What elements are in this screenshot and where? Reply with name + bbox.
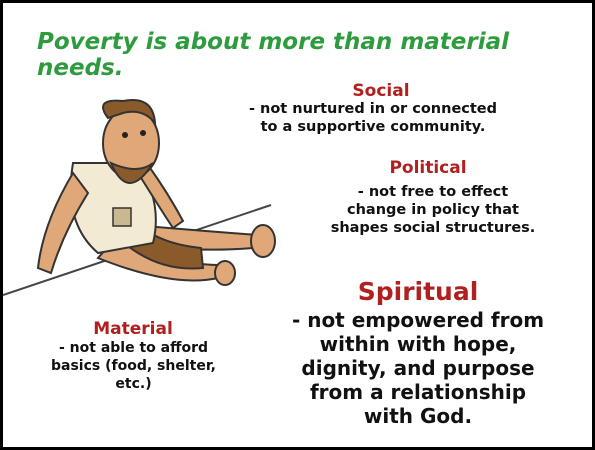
section-heading: Spiritual (318, 277, 518, 306)
section-heading: Social (301, 81, 461, 101)
foot (215, 261, 235, 285)
section-text: - not nurtured in or connected to a supp… (248, 100, 498, 136)
section-heading: Material (63, 319, 203, 339)
section-text: - not empowered from within with hope, d… (288, 308, 548, 428)
slide: Poverty is about more than material need… (0, 0, 595, 450)
eye (140, 130, 146, 136)
section-text: - not able to afford basics (food, shelt… (51, 339, 216, 393)
eye (122, 132, 128, 138)
title: Poverty is about more than material need… (23, 29, 592, 81)
section-text: - not free to effect change in policy th… (328, 183, 538, 237)
patch (113, 208, 131, 226)
foot (251, 225, 275, 257)
section-heading: Political (348, 158, 508, 178)
